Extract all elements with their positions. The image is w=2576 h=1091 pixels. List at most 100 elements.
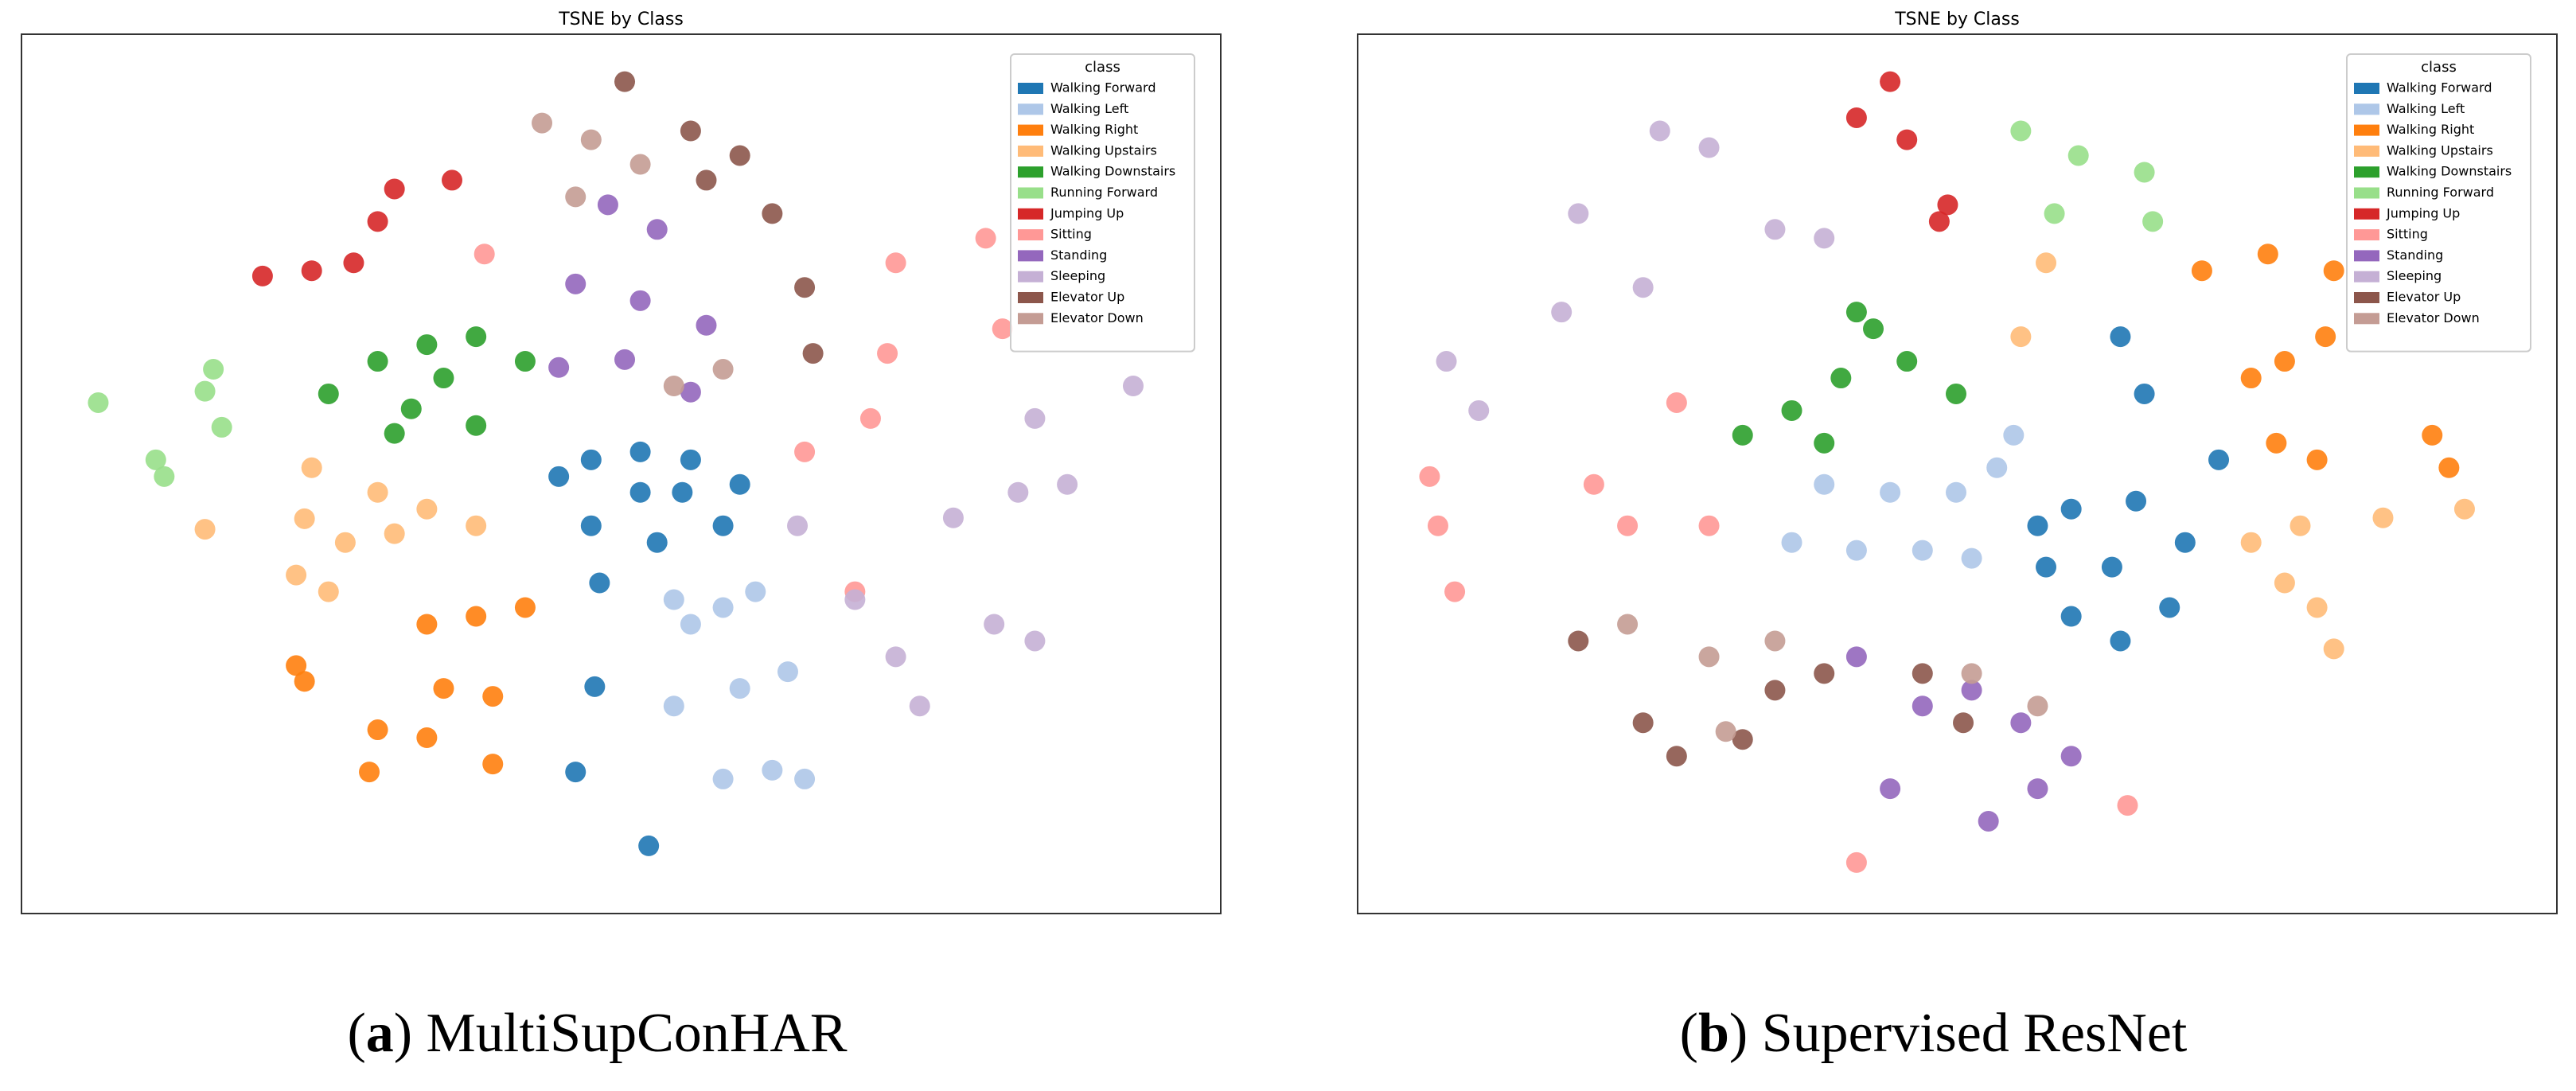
legend-title: class: [2421, 59, 2457, 76]
legend-label: Walking Left: [1050, 101, 1128, 116]
legend-label: Standing: [2387, 247, 2443, 263]
point: [580, 449, 602, 470]
legend-swatch: [2354, 83, 2379, 94]
point: [416, 614, 438, 635]
point: [680, 614, 701, 635]
point: [1427, 515, 1448, 536]
point: [2027, 778, 2048, 800]
legend-swatch: [1018, 229, 1043, 241]
point: [466, 606, 487, 627]
point: [2453, 498, 2475, 520]
chart-title: TSNE by Class: [558, 10, 684, 29]
point: [1583, 473, 1604, 495]
point: [2126, 490, 2147, 512]
point: [416, 727, 438, 748]
legend-swatch: [1018, 250, 1043, 262]
point: [301, 260, 322, 282]
point: [885, 252, 906, 274]
point: [2257, 244, 2278, 265]
caption-part: (: [347, 1003, 365, 1064]
point: [1945, 481, 1966, 503]
point: [1764, 680, 1786, 701]
caption-part: (: [1680, 1003, 1698, 1064]
point: [286, 564, 307, 586]
legend-swatch: [1018, 271, 1043, 282]
point: [1419, 466, 1440, 487]
point: [548, 357, 570, 378]
legend: class Walking Forward Walking Left Walking …: [1010, 53, 1195, 353]
point: [1896, 351, 1918, 372]
legend: class Walking Forward Walking Left Walking …: [2346, 53, 2531, 353]
point: [629, 441, 651, 462]
point: [712, 359, 734, 380]
point: [1698, 515, 1720, 536]
point: [466, 415, 487, 436]
legend-swatch: [2354, 208, 2379, 220]
point: [442, 169, 463, 191]
point: [1568, 203, 1589, 224]
point: [2372, 507, 2394, 528]
point: [712, 515, 734, 536]
point: [1814, 663, 1835, 684]
point: [384, 423, 405, 444]
point: [433, 368, 454, 389]
point: [2274, 351, 2295, 372]
point: [584, 676, 606, 697]
point: [2010, 712, 2032, 734]
legend-label: Walking Right: [1050, 122, 1138, 137]
point: [1468, 399, 1490, 421]
point: [745, 581, 766, 602]
point: [565, 273, 587, 294]
legend-swatch: [2354, 313, 2379, 325]
point: [2060, 746, 2082, 767]
point: [2134, 383, 2155, 404]
legend-swatch: [1018, 103, 1043, 115]
point: [597, 194, 618, 216]
caption: (b) Supervised ResNet: [1680, 1003, 2188, 1064]
point: [400, 398, 422, 419]
point: [1814, 473, 1835, 495]
point: [589, 572, 610, 594]
point: [859, 407, 881, 429]
legend-label: Standing: [1050, 247, 1107, 263]
point: [1937, 194, 1958, 216]
point: [2036, 252, 2057, 274]
point: [1632, 712, 1654, 734]
point: [663, 589, 684, 610]
point: [2036, 556, 2057, 578]
point: [548, 466, 570, 487]
legend-swatch: [2354, 103, 2379, 115]
point: [1764, 219, 1786, 240]
panel: TSNE by Class class Walking Forward Walking…: [21, 10, 1222, 1064]
point: [1649, 120, 1670, 142]
legend-label: Walking Right: [2387, 122, 2474, 137]
point: [614, 71, 636, 92]
point: [88, 392, 109, 413]
point: [680, 120, 701, 142]
legend-box: [2346, 53, 2531, 353]
legend-swatch: [2354, 250, 2379, 262]
legend-label: Elevator Up: [1050, 290, 1124, 305]
legend-swatch: [2354, 145, 2379, 157]
point: [2134, 162, 2155, 183]
legend-label: Walking Left: [2387, 101, 2465, 116]
point: [482, 754, 504, 775]
legend-swatch: [1018, 313, 1043, 325]
point: [318, 383, 339, 404]
legend-label: Running Forward: [2387, 185, 2494, 200]
legend-box: [1010, 53, 1195, 353]
point: [1715, 721, 1736, 742]
point: [712, 768, 734, 789]
legend-label: Sitting: [2387, 227, 2428, 242]
point: [1698, 137, 1720, 158]
point: [712, 597, 734, 618]
point: [145, 449, 166, 470]
legend-title: class: [1085, 59, 1120, 76]
point: [1953, 712, 1974, 734]
point: [1845, 540, 1867, 561]
point: [2142, 211, 2164, 232]
legend-swatch: [2354, 187, 2379, 199]
point: [1845, 851, 1867, 873]
point: [885, 646, 906, 668]
legend-label: Jumping Up: [1050, 205, 1124, 220]
